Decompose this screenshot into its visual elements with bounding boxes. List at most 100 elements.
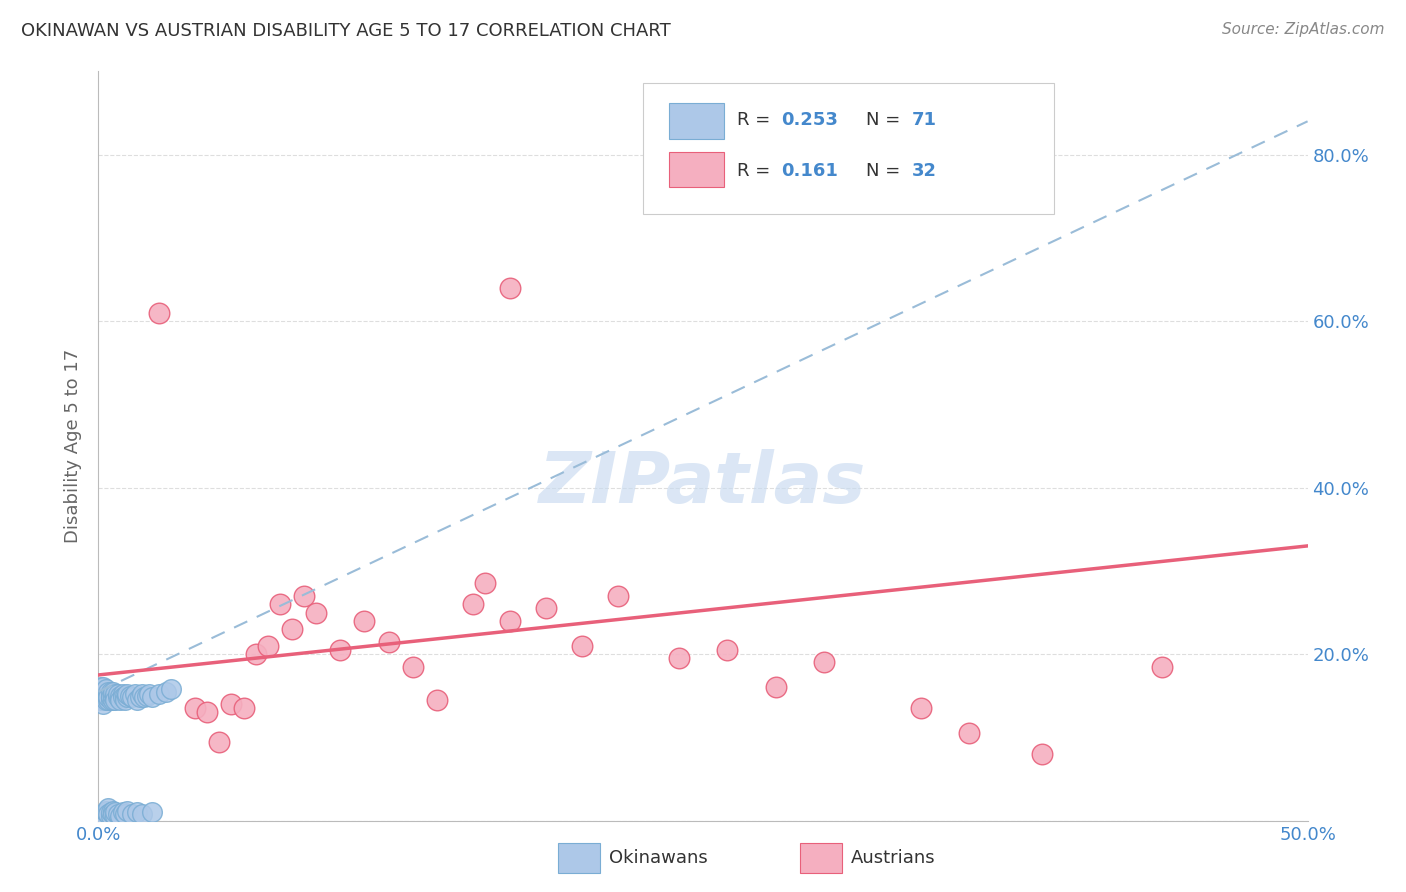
Text: 0.253: 0.253	[782, 112, 838, 129]
Point	[208, 734, 231, 748]
Point	[100, 805, 122, 820]
Point	[571, 639, 593, 653]
Point	[104, 693, 127, 707]
FancyBboxPatch shape	[643, 83, 1053, 214]
Point	[97, 807, 120, 822]
Point	[957, 726, 980, 740]
Point	[195, 706, 218, 720]
Point	[94, 804, 117, 818]
Point	[94, 693, 117, 707]
Point	[100, 693, 122, 707]
Point	[90, 684, 112, 698]
Text: ZIPatlas: ZIPatlas	[540, 449, 866, 518]
Point	[281, 622, 304, 636]
Point	[97, 689, 120, 703]
Point	[141, 690, 163, 705]
Point	[155, 684, 177, 698]
Point	[101, 689, 124, 703]
Point	[1031, 747, 1053, 761]
Point	[104, 805, 127, 820]
Text: 71: 71	[912, 112, 938, 129]
Point	[134, 690, 156, 705]
Point	[91, 681, 114, 695]
Point	[94, 805, 117, 820]
Point	[765, 681, 787, 695]
Point	[118, 689, 141, 703]
Point	[100, 689, 122, 703]
Point	[100, 684, 122, 698]
Point	[114, 693, 136, 707]
Point	[124, 687, 146, 701]
Point	[100, 690, 122, 705]
Point	[534, 601, 557, 615]
Point	[97, 684, 120, 698]
Point	[91, 807, 114, 822]
Point	[117, 690, 139, 705]
Point	[474, 576, 496, 591]
Point	[1152, 659, 1174, 673]
Point	[148, 306, 170, 320]
Text: Austrians: Austrians	[851, 849, 935, 867]
Point	[269, 597, 291, 611]
Point	[108, 689, 131, 703]
Point	[121, 690, 143, 705]
Text: R =: R =	[737, 112, 776, 129]
Point	[353, 614, 375, 628]
Point	[114, 807, 136, 822]
Text: R =: R =	[737, 162, 782, 180]
Point	[90, 693, 112, 707]
Point	[97, 690, 120, 705]
Text: 0.161: 0.161	[782, 162, 838, 180]
Point	[101, 807, 124, 822]
Point	[813, 656, 835, 670]
Point	[292, 589, 315, 603]
Point	[221, 697, 243, 711]
FancyBboxPatch shape	[669, 103, 724, 139]
Point	[108, 693, 131, 707]
Point	[377, 634, 399, 648]
Point	[90, 681, 112, 695]
FancyBboxPatch shape	[558, 843, 600, 873]
Point	[607, 589, 630, 603]
Point	[117, 687, 139, 701]
Point	[128, 690, 150, 705]
Point	[107, 687, 129, 701]
Point	[716, 643, 738, 657]
Point	[91, 697, 114, 711]
Point	[91, 809, 114, 823]
Point	[910, 701, 932, 715]
FancyBboxPatch shape	[669, 152, 724, 187]
Point	[463, 597, 485, 611]
Point	[121, 807, 143, 822]
FancyBboxPatch shape	[800, 843, 842, 873]
Point	[141, 805, 163, 820]
Point	[184, 701, 207, 715]
Point	[160, 682, 183, 697]
Point	[256, 639, 278, 653]
Point	[426, 693, 449, 707]
Point	[101, 693, 124, 707]
Point	[114, 689, 136, 703]
Point	[91, 689, 114, 703]
Point	[148, 687, 170, 701]
Point	[97, 801, 120, 815]
Point	[101, 804, 124, 818]
Point	[111, 687, 134, 701]
Point	[668, 651, 690, 665]
Text: Okinawans: Okinawans	[609, 849, 707, 867]
Point	[94, 682, 117, 697]
Y-axis label: Disability Age 5 to 17: Disability Age 5 to 17	[65, 349, 83, 543]
Point	[329, 643, 352, 657]
Point	[100, 809, 122, 823]
Point	[232, 701, 254, 715]
Point	[135, 689, 157, 703]
Point	[245, 647, 267, 661]
Point	[101, 684, 124, 698]
Text: N =: N =	[866, 162, 907, 180]
Point	[305, 606, 328, 620]
Point	[104, 687, 127, 701]
Point	[127, 805, 149, 820]
Point	[498, 614, 520, 628]
Point	[131, 807, 153, 822]
Point	[97, 693, 120, 707]
